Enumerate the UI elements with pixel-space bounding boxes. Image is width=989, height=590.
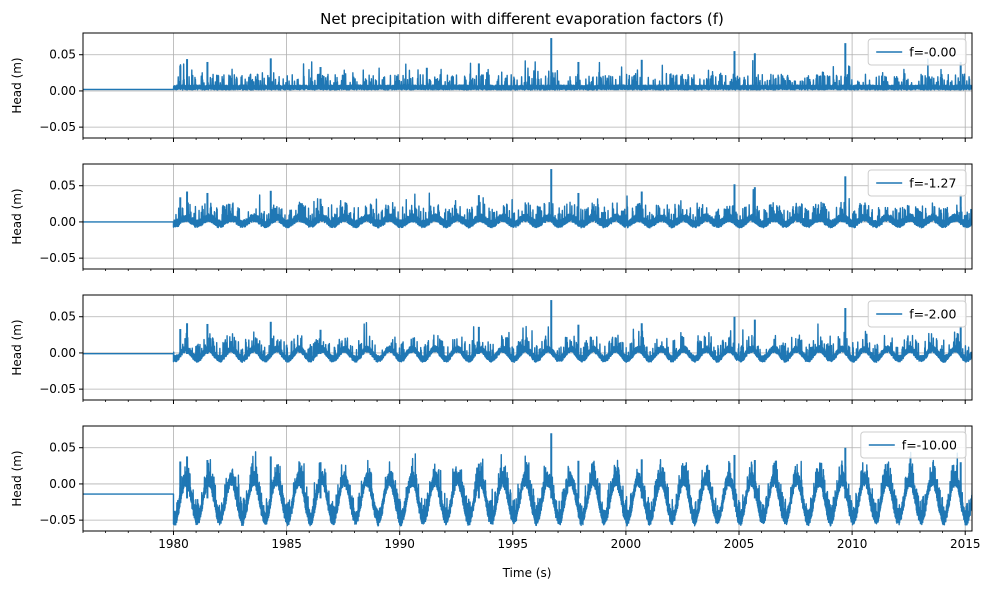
y-tick-label: 0.00	[49, 84, 76, 98]
subplots: −0.05 0.00 0.05 Head (m) f=-0.00 −0.05 0.00 0.0…	[10, 32, 981, 551]
x-tick-label: 1990	[384, 537, 415, 551]
legend-box	[860, 431, 967, 459]
y-tick-label: 0.05	[49, 179, 76, 193]
legend: f=-1.27	[867, 169, 967, 197]
series-line	[83, 322, 972, 364]
y-axis-label: Head (m)	[10, 450, 24, 506]
y-tick-label: 0.05	[49, 441, 76, 455]
y-tick-label: 0.05	[49, 48, 76, 62]
y-axis-label: Head (m)	[10, 188, 24, 244]
y-tick-label: 0.00	[49, 477, 76, 491]
legend: f=-2.00	[867, 300, 967, 328]
legend-box	[867, 300, 967, 328]
y-axis-label: Head (m)	[10, 57, 24, 113]
subplot-2: −0.05 0.00 0.05 Head (m) f=-1.27	[10, 163, 973, 273]
x-axis-label: Time (s)	[502, 566, 552, 580]
x-tick-label: 1985	[271, 537, 302, 551]
legend-label: f=-1.27	[909, 176, 956, 191]
x-tick-label: 2005	[724, 537, 755, 551]
series-line	[83, 451, 972, 527]
y-tick-label: −0.05	[39, 120, 76, 134]
legend-label: f=-0.00	[909, 45, 956, 60]
y-axis-label: Head (m)	[10, 319, 24, 375]
legend-label: f=-2.00	[909, 307, 956, 322]
subplot-4: −0.05 0.00 0.05 1980 1985 1990 1995 2000 2005 201…	[10, 425, 981, 551]
y-tick-label: −0.05	[39, 382, 76, 396]
subplot-3: −0.05 0.00 0.05 Head (m) f=-2.00	[10, 294, 973, 404]
legend-label: f=-10.00	[902, 438, 957, 453]
plot-frame	[82, 32, 973, 139]
x-tick-label: 1995	[498, 537, 529, 551]
plot-frame	[82, 294, 973, 401]
legend-box	[867, 38, 967, 66]
y-tick-label: −0.05	[39, 513, 76, 527]
chart-title: Net precipitation with different evapora…	[320, 10, 724, 28]
y-tick-label: 0.05	[49, 310, 76, 324]
series-line	[83, 189, 972, 229]
y-tick-label: −0.05	[39, 251, 76, 265]
x-tick-label: 2010	[837, 537, 868, 551]
x-tick-label: 1980	[158, 537, 189, 551]
plot-frame	[82, 163, 973, 270]
x-tick-label: 2015	[950, 537, 981, 551]
legend-box	[867, 169, 967, 197]
x-tick-label: 2000	[611, 537, 642, 551]
legend: f=-10.00	[860, 431, 967, 459]
series-line	[83, 58, 972, 91]
subplot-1: −0.05 0.00 0.05 Head (m) f=-0.00	[10, 32, 973, 142]
plot-frame	[82, 425, 973, 532]
y-tick-label: 0.00	[49, 215, 76, 229]
legend: f=-0.00	[867, 38, 967, 66]
y-tick-label: 0.00	[49, 346, 76, 360]
